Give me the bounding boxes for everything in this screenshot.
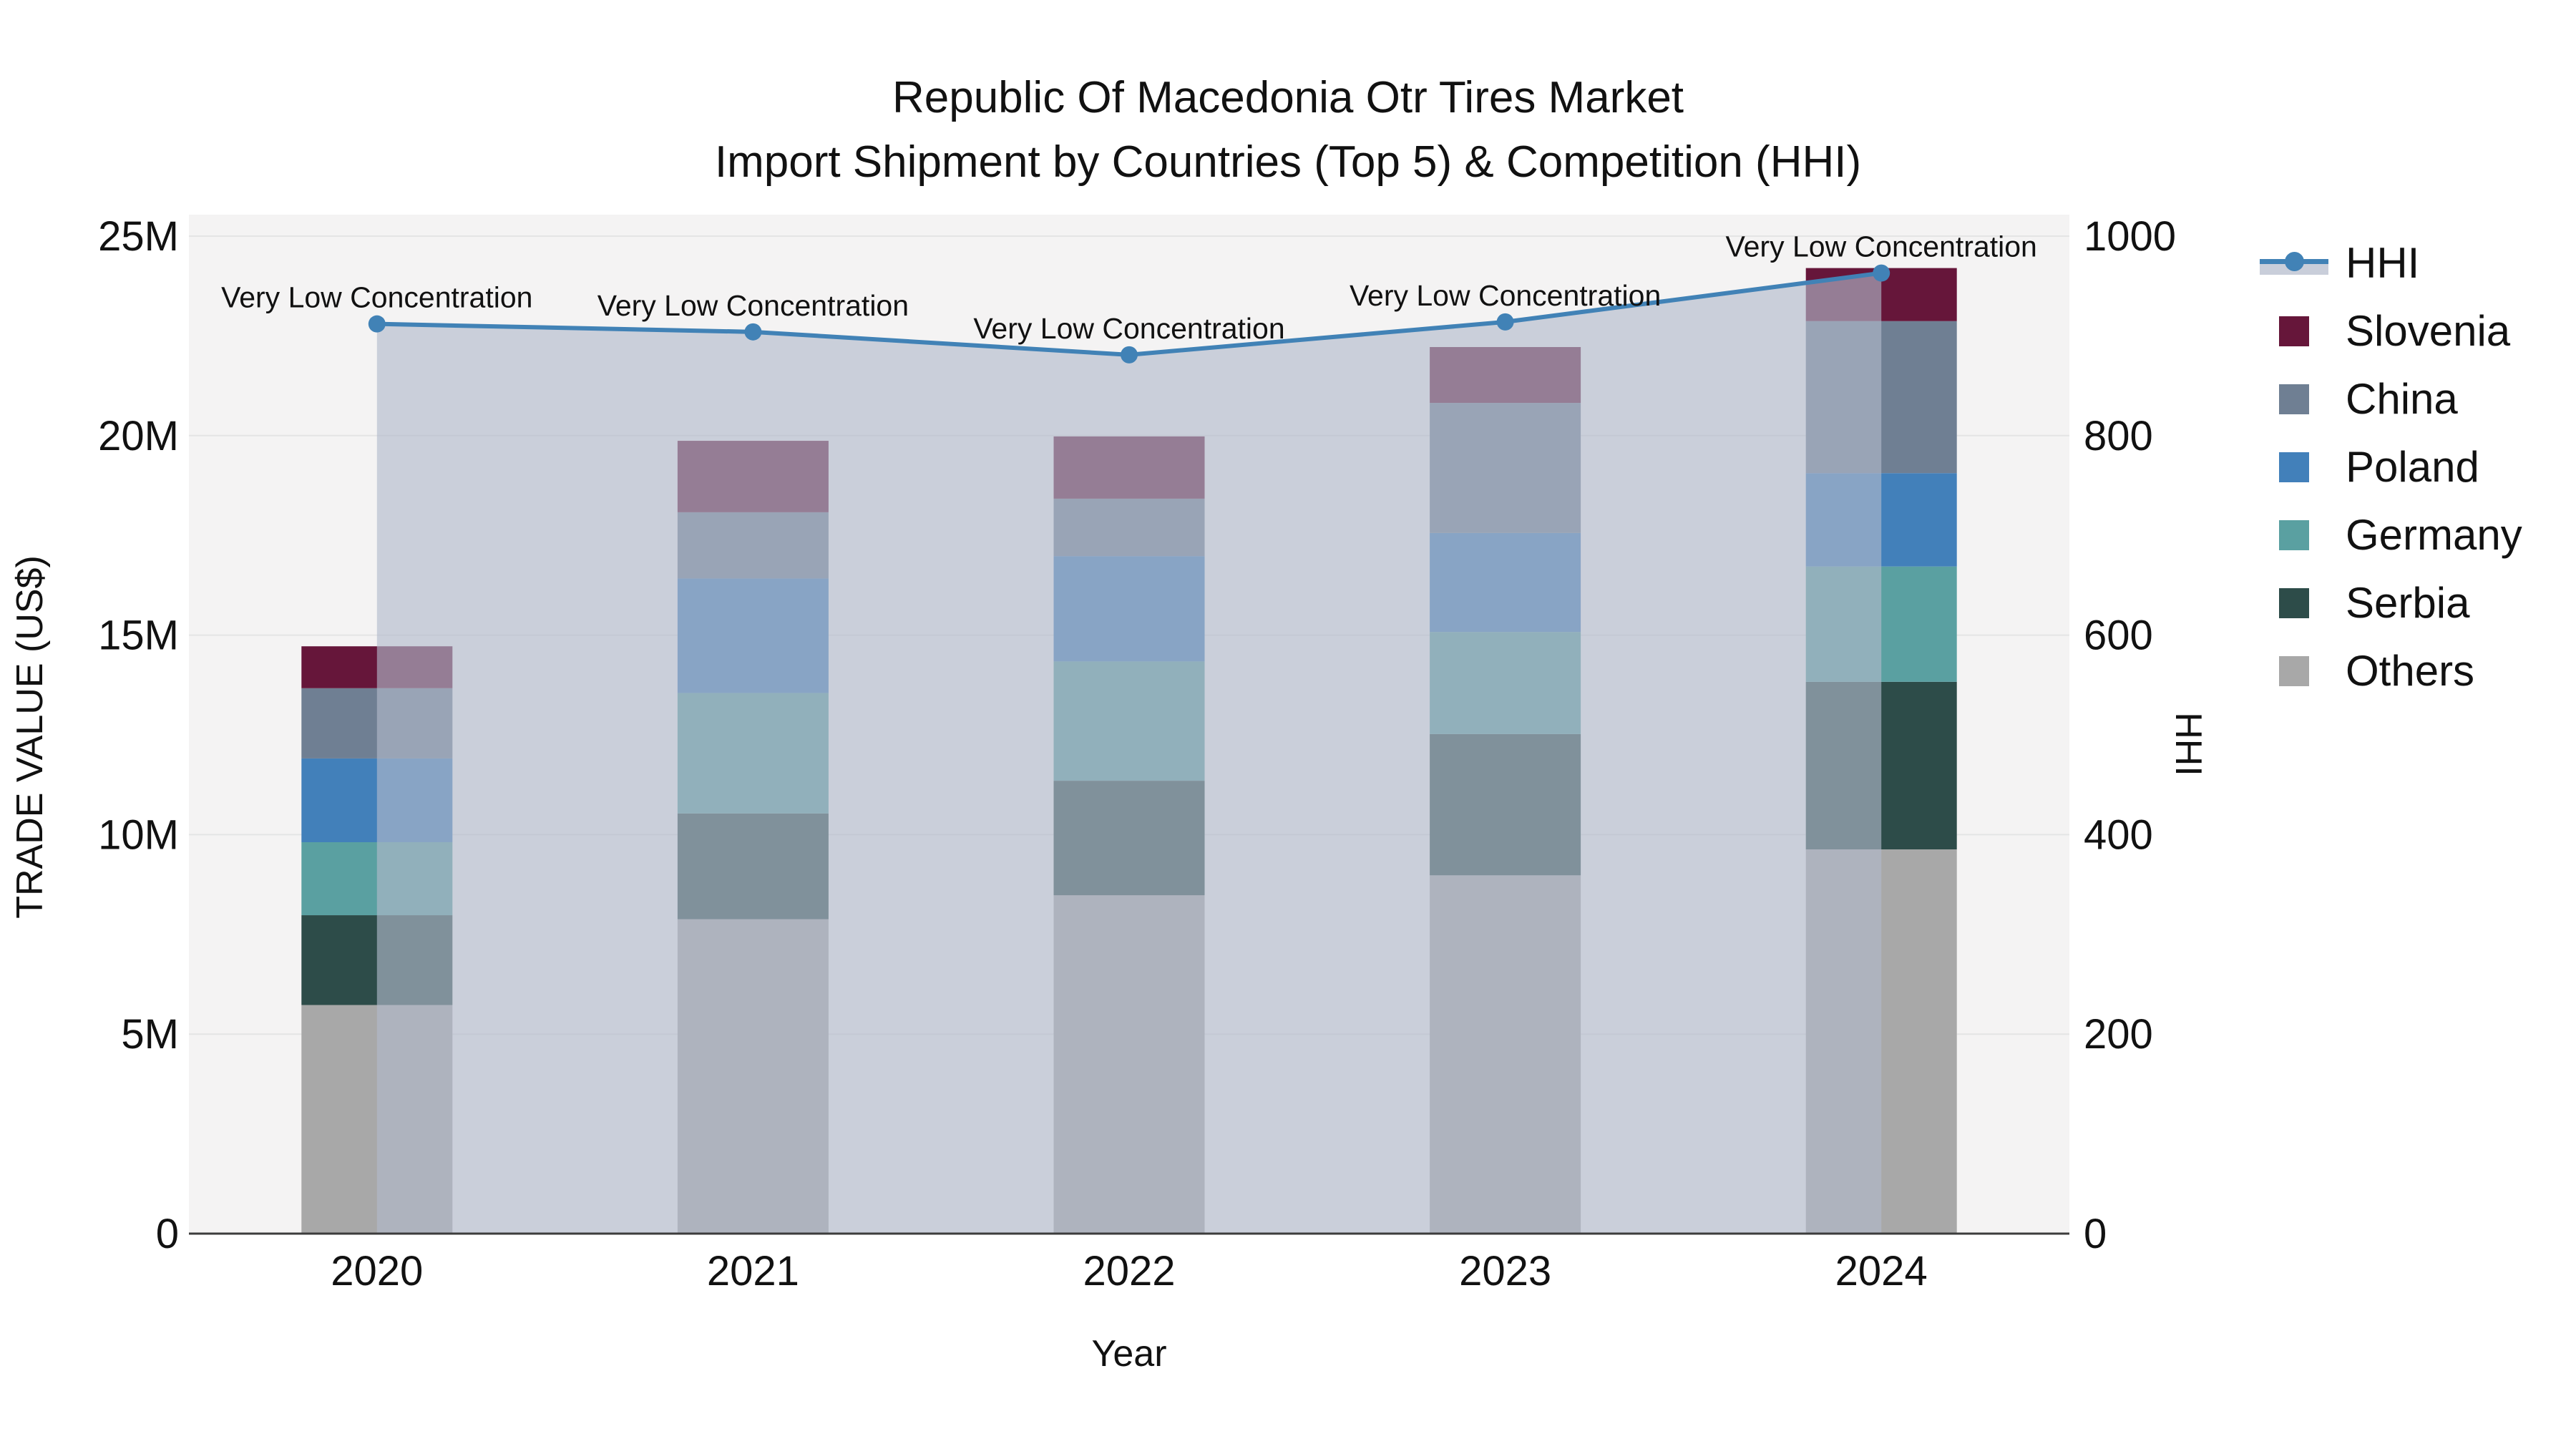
legend-square-icon xyxy=(2279,384,2309,414)
hhi-marker[interactable] xyxy=(368,315,386,333)
hhi-marker[interactable] xyxy=(744,323,762,341)
legend-square-icon xyxy=(2279,655,2309,686)
legend-line-swatch xyxy=(2260,249,2328,278)
right-axis-tick: 400 xyxy=(2084,811,2153,858)
hhi-area-fill xyxy=(376,273,1882,1234)
legend-color-swatch xyxy=(2260,655,2328,686)
x-axis-tick[interactable]: 2024 xyxy=(1835,1248,1928,1294)
x-axis-tick[interactable]: 2022 xyxy=(1083,1248,1175,1294)
left-axis-tick: 15M xyxy=(98,613,179,659)
right-axis-title: HHI xyxy=(2167,712,2209,776)
legend-color-swatch xyxy=(2260,587,2328,618)
right-axis-tick: 200 xyxy=(2084,1011,2153,1058)
legend-item-serbia[interactable]: Serbia xyxy=(2260,569,2522,637)
legend-item-slovenia[interactable]: Slovenia xyxy=(2260,297,2522,365)
right-axis-tick: 0 xyxy=(2084,1211,2107,1257)
chart-title-line2: Import Shipment by Countries (Top 5) & C… xyxy=(714,137,1862,187)
hhi-marker[interactable] xyxy=(1496,313,1514,331)
annotation-concentration: Very Low Concentration xyxy=(973,312,1284,345)
legend-item-hhi[interactable]: HHI xyxy=(2260,229,2522,297)
left-axis-title: TRADE VALUE (US$) xyxy=(9,555,51,919)
left-axis-tick: 25M xyxy=(98,213,179,260)
legend-color-swatch xyxy=(2260,519,2328,550)
annotation-concentration: Very Low Concentration xyxy=(221,281,532,314)
legend-item-poland[interactable]: Poland xyxy=(2260,433,2522,501)
left-axis-tick: 5M xyxy=(121,1011,179,1058)
legend-label: Others xyxy=(2346,647,2475,695)
legend-label: Germany xyxy=(2346,511,2522,559)
legend: HHI Slovenia China Poland Germany Serbia Other… xyxy=(2260,229,2522,705)
x-axis-tick[interactable]: 2023 xyxy=(1459,1248,1551,1294)
legend-label: Serbia xyxy=(2346,579,2470,627)
legend-line-dot xyxy=(2285,251,2304,271)
hhi-marker[interactable] xyxy=(1121,346,1138,364)
legend-square-icon xyxy=(2279,452,2309,482)
legend-color-swatch xyxy=(2260,452,2328,482)
chart-title-line1: Republic Of Macedonia Otr Tires Market xyxy=(892,73,1684,122)
legend-color-swatch xyxy=(2260,316,2328,346)
annotation-concentration: Very Low Concentration xyxy=(597,289,909,322)
annotation-concentration: Very Low Concentration xyxy=(1350,279,1661,312)
legend-square-icon xyxy=(2279,587,2309,618)
legend-label: HHI xyxy=(2346,239,2420,287)
left-axis-tick: 20M xyxy=(98,413,179,459)
right-axis-tick: 600 xyxy=(2084,613,2153,659)
legend-square-icon xyxy=(2279,519,2309,550)
legend-color-swatch xyxy=(2260,384,2328,414)
right-axis-tick: 800 xyxy=(2084,413,2153,459)
annotation-concentration: Very Low Concentration xyxy=(1726,230,2037,263)
hhi-line-icon xyxy=(2260,249,2328,278)
hhi-marker[interactable] xyxy=(1873,264,1890,282)
legend-label: Slovenia xyxy=(2346,307,2511,355)
legend-item-others[interactable]: Others xyxy=(2260,637,2522,705)
legend-label: Poland xyxy=(2346,443,2479,491)
left-axis-tick: 0 xyxy=(156,1211,179,1257)
x-axis-tick[interactable]: 2020 xyxy=(331,1248,423,1294)
chart-title: Republic Of Macedonia Otr Tires Market I… xyxy=(0,66,2576,195)
x-axis-title: Year xyxy=(1091,1333,1167,1375)
legend-square-icon xyxy=(2279,316,2309,346)
legend-item-germany[interactable]: Germany xyxy=(2260,501,2522,569)
right-axis-tick: 1000 xyxy=(2084,213,2176,260)
x-axis-tick[interactable]: 2021 xyxy=(707,1248,799,1294)
legend-label: China xyxy=(2346,375,2458,423)
legend-item-china[interactable]: China xyxy=(2260,365,2522,433)
left-axis-tick: 10M xyxy=(98,811,179,858)
